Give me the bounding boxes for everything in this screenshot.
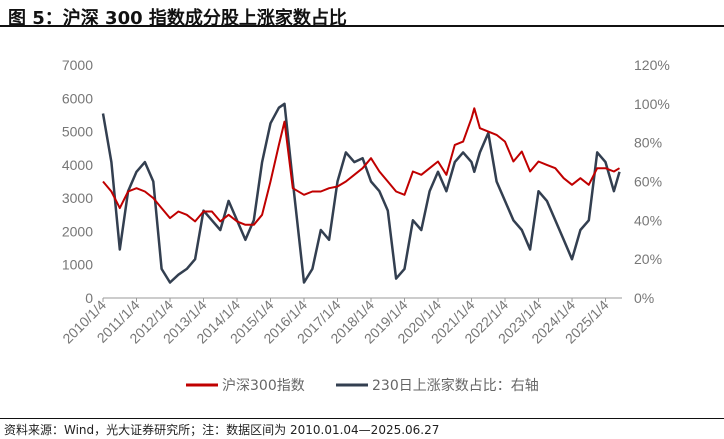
y-left-tick-label: 6000 — [62, 90, 93, 106]
source-note: 资料来源：Wind，光大证券研究所；注：数据区间为 2010.01.04—202… — [4, 423, 440, 437]
y-right-tick-label: 100% — [634, 96, 670, 112]
y-left-tick-label: 5000 — [62, 124, 93, 140]
title-divider — [0, 25, 724, 27]
y-right-tick-label: 0% — [634, 290, 654, 306]
legend: 沪深300指数 230日上涨家数占比：右轴 — [186, 377, 539, 394]
y-right-tick-label: 20% — [634, 251, 662, 267]
y-left-tick-label: 7000 — [62, 57, 93, 73]
y-left-tick-label: 1000 — [62, 257, 93, 273]
y-left-tick-label: 4000 — [62, 157, 93, 173]
source-divider — [0, 418, 724, 419]
series-line-csi300 — [102, 107, 621, 226]
y-right-tick-label: 60% — [634, 174, 662, 190]
series-line-ratio — [101, 102, 621, 284]
figure-title: 图 5：沪深 300 指数成分股上涨家数占比 — [8, 8, 347, 29]
y-left-tick-label: 2000 — [62, 223, 93, 239]
y-right-tick-label: 40% — [634, 212, 662, 228]
legend-label-csi300: 沪深300指数 — [222, 378, 305, 394]
y-right-tick-label: 80% — [634, 135, 662, 151]
y-left-tick-label: 0 — [85, 290, 93, 306]
y-left-tick-label: 3000 — [62, 190, 93, 206]
y-right-tick-label: 120% — [634, 57, 670, 73]
legend-label-ratio: 230日上涨家数占比：右轴 — [372, 377, 539, 394]
